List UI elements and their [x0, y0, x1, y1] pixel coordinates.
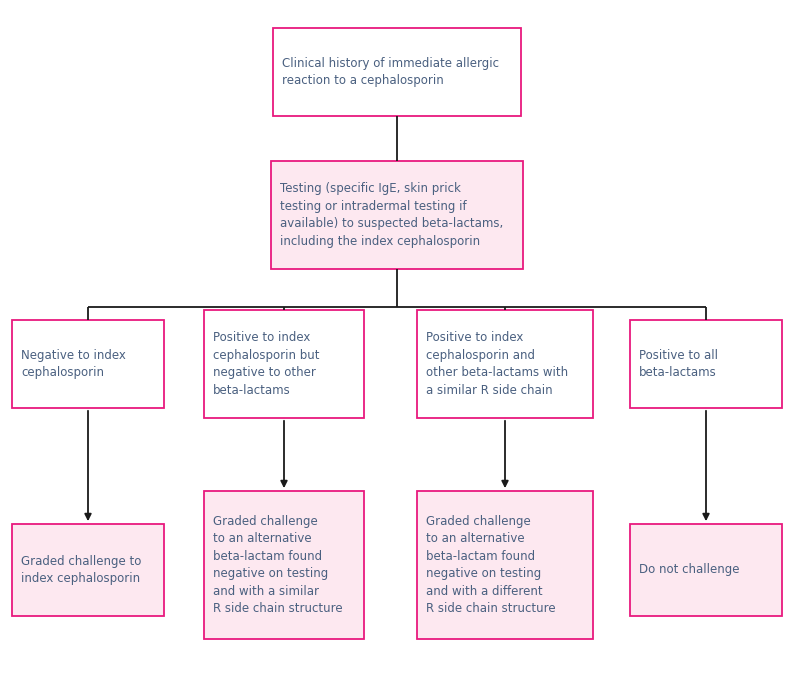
Text: Clinical history of immediate allergic
reaction to a cephalosporin: Clinical history of immediate allergic r…	[282, 57, 499, 87]
FancyBboxPatch shape	[630, 320, 782, 408]
Text: Graded challenge
to an alternative
beta-lactam found
negative on testing
and wit: Graded challenge to an alternative beta-…	[213, 515, 343, 615]
FancyBboxPatch shape	[12, 524, 164, 616]
FancyBboxPatch shape	[204, 491, 364, 639]
FancyBboxPatch shape	[417, 491, 593, 639]
Text: Graded challenge
to an alternative
beta-lactam found
negative on testing
and wit: Graded challenge to an alternative beta-…	[426, 515, 556, 615]
Text: Negative to index
cephalosporin: Negative to index cephalosporin	[21, 349, 126, 380]
FancyBboxPatch shape	[273, 28, 521, 116]
Text: Testing (specific IgE, skin prick
testing or intradermal testing if
available) t: Testing (specific IgE, skin prick testin…	[280, 182, 503, 248]
FancyBboxPatch shape	[417, 310, 593, 418]
FancyBboxPatch shape	[12, 320, 164, 408]
Text: Positive to index
cephalosporin and
other beta-lactams with
a similar R side cha: Positive to index cephalosporin and othe…	[426, 331, 569, 397]
FancyBboxPatch shape	[271, 161, 523, 269]
Text: Positive to index
cephalosporin but
negative to other
beta-lactams: Positive to index cephalosporin but nega…	[213, 331, 319, 397]
Text: Graded challenge to
index cephalosporin: Graded challenge to index cephalosporin	[21, 555, 141, 586]
Text: Do not challenge: Do not challenge	[639, 563, 739, 577]
FancyBboxPatch shape	[630, 524, 782, 616]
FancyBboxPatch shape	[204, 310, 364, 418]
Text: Positive to all
beta-lactams: Positive to all beta-lactams	[639, 349, 718, 380]
